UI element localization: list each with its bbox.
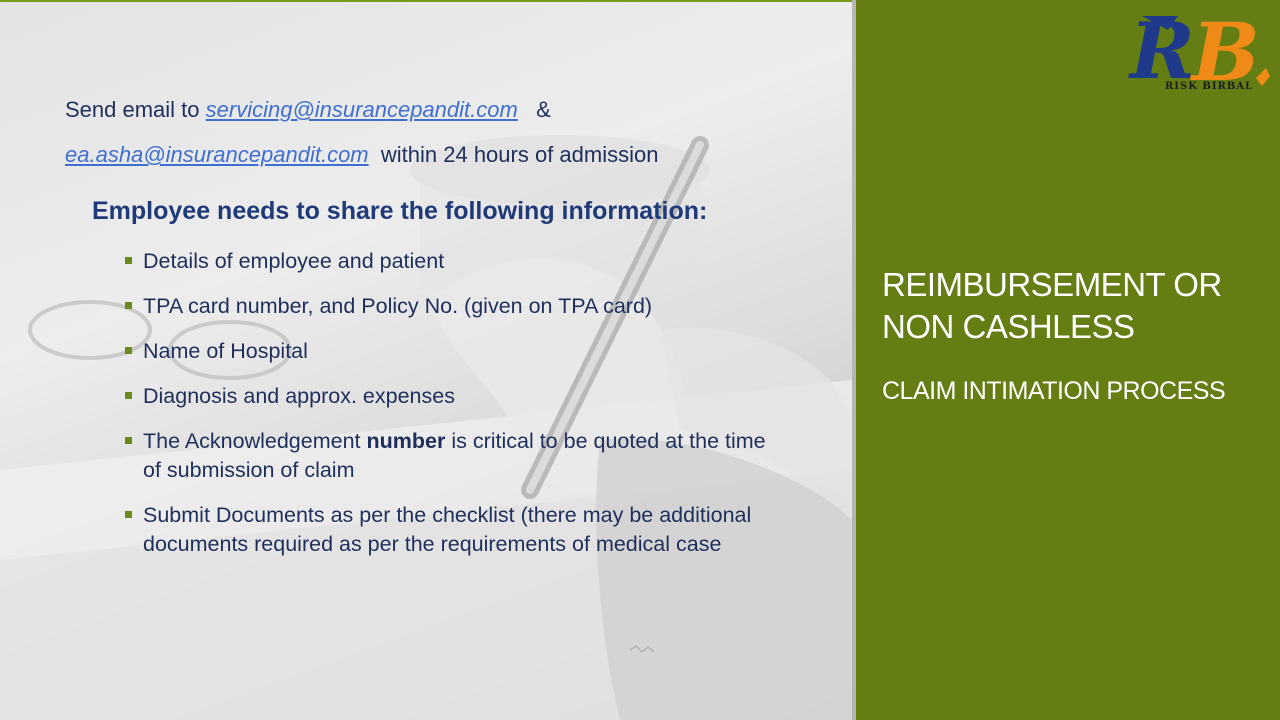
slide-subtitle: CLAIM INTIMATION PROCESS <box>882 377 1226 405</box>
servicing-email-link[interactable]: servicing@insurancepandit.com <box>205 97 518 122</box>
list-item: The Acknowledgement number is critical t… <box>124 427 783 485</box>
bullet-square-icon <box>125 511 132 518</box>
email-prefix: Send email to <box>65 97 200 122</box>
background-photo <box>0 0 852 720</box>
list-item: Submit Documents as per the checklist (t… <box>124 501 788 559</box>
main-content: Send email to servicing@insurancepandit.… <box>65 97 784 559</box>
requirements-list: Details of employee and patient TPA card… <box>124 247 784 559</box>
list-item: Diagnosis and approx. expenses <box>124 382 784 411</box>
email-suffix: within 24 hours of admission <box>380 142 659 167</box>
ea-asha-email-link[interactable]: ea.asha@insurancepandit.com <box>65 142 369 167</box>
info-heading: Employee needs to share the following in… <box>92 197 708 225</box>
list-item: Details of employee and patient <box>124 247 784 276</box>
bullet-square-icon <box>125 347 132 354</box>
email-line-2: ea.asha@insurancepandit.com within 24 ho… <box>65 142 658 168</box>
side-panel <box>856 0 1280 720</box>
photo-overlay <box>0 0 852 720</box>
bullet-square-icon <box>125 392 132 399</box>
logo-tagline: RISK BIRBAL <box>1165 81 1254 92</box>
risk-birbal-logo: R B <box>1128 8 1270 99</box>
list-item: TPA card number, and Policy No. (given o… <box>124 292 784 321</box>
writing-hand-photo <box>0 135 852 720</box>
bullet-square-icon <box>125 257 132 264</box>
svg-text:B: B <box>1190 8 1260 99</box>
ampersand: & <box>536 97 551 122</box>
email-line-1: Send email to servicing@insurancepandit.… <box>65 97 551 123</box>
slide-title: REIMBURSEMENT OR NON CASHLESS <box>882 266 1222 345</box>
bullet-square-icon <box>125 437 132 444</box>
bullet-square-icon <box>125 302 132 309</box>
panel-divider <box>852 0 856 720</box>
list-item: Name of Hospital <box>124 337 784 366</box>
top-rule <box>0 0 852 2</box>
